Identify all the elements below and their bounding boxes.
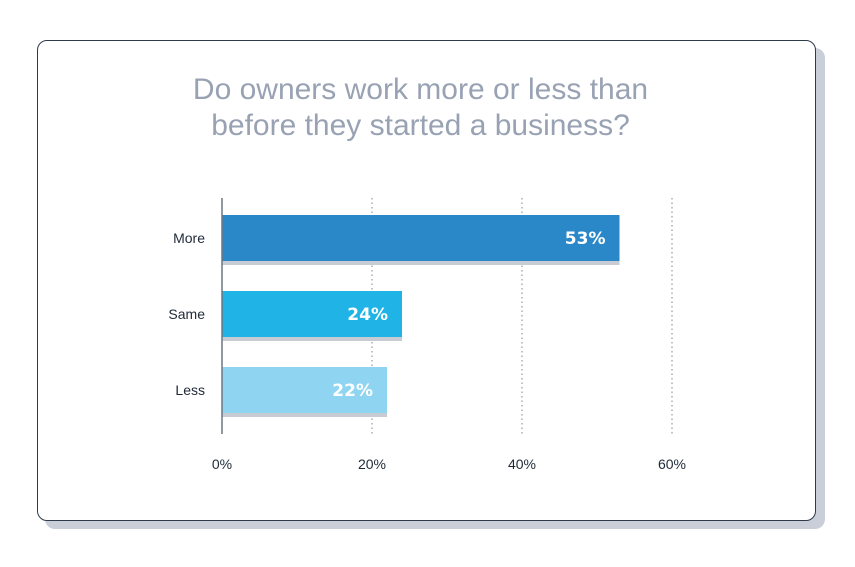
chart-title-line-2: before they started a business? — [211, 109, 630, 142]
bars — [222, 215, 620, 413]
x-tick-label: 60% — [658, 456, 686, 472]
chart-title: Do owners work more or less than before … — [0, 72, 841, 144]
data-label: 22% — [332, 381, 373, 401]
category-labels: More Same Less — [168, 230, 205, 398]
data-label: 24% — [347, 305, 388, 325]
x-tick-label: 20% — [358, 456, 386, 472]
x-tick-labels: 0% 20% 40% 60% — [212, 456, 686, 472]
x-tick-label: 40% — [508, 456, 536, 472]
data-label: 53% — [565, 229, 606, 249]
bar — [222, 291, 402, 337]
chart-title-line-1: Do owners work more or less than — [192, 73, 649, 106]
category-label: Less — [175, 382, 205, 398]
bar — [222, 367, 387, 413]
bar — [222, 215, 620, 261]
chart-card — [37, 40, 816, 521]
x-tick-label: 0% — [212, 456, 232, 472]
category-label: Same — [168, 306, 205, 322]
data-labels: 53% 24% 22% — [332, 229, 605, 401]
category-label: More — [173, 230, 205, 246]
